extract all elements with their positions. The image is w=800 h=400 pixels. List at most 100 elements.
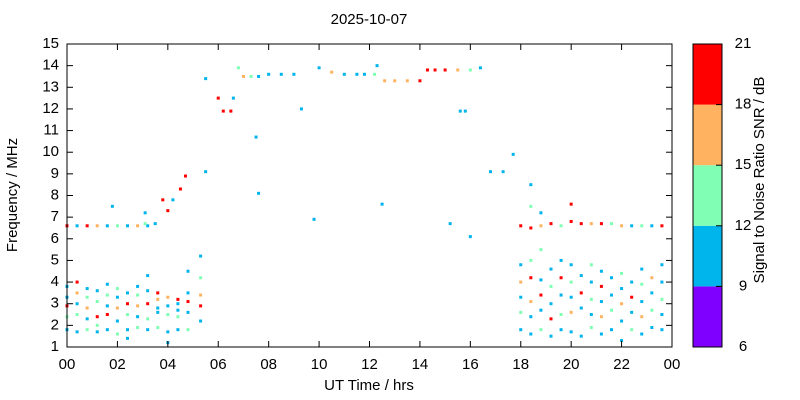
data-point — [569, 330, 573, 334]
data-point — [610, 308, 613, 312]
data-point — [599, 269, 603, 273]
data-point — [383, 79, 387, 83]
x-tick-label: 10 — [311, 356, 328, 373]
data-point — [529, 276, 533, 280]
data-point — [610, 222, 613, 226]
data-point — [610, 328, 613, 332]
data-point — [443, 68, 447, 72]
data-point — [529, 226, 533, 230]
data-point — [599, 284, 603, 288]
data-point — [529, 258, 533, 262]
data-point — [105, 293, 109, 297]
data-point — [549, 222, 553, 226]
data-point — [579, 291, 583, 295]
data-point — [539, 293, 543, 297]
x-tick-label: 18 — [512, 356, 529, 373]
data-point — [279, 72, 283, 76]
data-point — [620, 302, 624, 306]
data-point — [115, 332, 119, 336]
data-point — [156, 306, 160, 310]
data-point — [539, 308, 543, 312]
data-point — [630, 224, 634, 228]
data-point — [569, 219, 573, 223]
data-point — [105, 224, 109, 228]
data-point — [539, 224, 543, 228]
x-axis-label: UT Time / hrs — [324, 377, 414, 394]
data-point — [405, 79, 409, 83]
plot-frame — [66, 43, 673, 348]
data-point — [650, 326, 654, 330]
chart-title: 2025-10-07 — [331, 11, 408, 28]
data-point — [126, 328, 129, 332]
data-point — [136, 224, 140, 228]
data-point — [569, 263, 573, 267]
data-point — [640, 315, 644, 319]
data-point — [539, 211, 543, 215]
data-point — [146, 302, 150, 306]
data-point — [599, 332, 603, 336]
data-point — [186, 269, 190, 273]
data-point — [640, 267, 644, 271]
data-point — [640, 282, 644, 286]
data-point — [299, 107, 303, 111]
data-point — [579, 334, 583, 338]
data-point — [511, 152, 515, 156]
data-point — [176, 328, 180, 332]
x-tick-label: 06 — [210, 356, 227, 373]
data-point — [126, 302, 129, 306]
y-tick-label: 12 — [42, 100, 59, 117]
data-point — [599, 315, 603, 319]
y-tick-label: 5 — [51, 251, 59, 268]
data-point — [166, 330, 170, 334]
data-point — [126, 224, 129, 228]
data-point — [156, 291, 160, 295]
data-point — [599, 222, 603, 226]
data-point — [105, 282, 109, 286]
data-point — [146, 328, 150, 332]
data-point — [146, 317, 150, 321]
data-point — [143, 211, 147, 215]
y-tick-label: 7 — [51, 208, 59, 225]
data-point — [559, 258, 563, 262]
data-point — [589, 297, 593, 301]
data-point — [458, 109, 462, 113]
data-point — [105, 328, 109, 332]
data-point — [95, 300, 99, 304]
colorbar-band — [693, 104, 722, 166]
data-point — [186, 310, 190, 314]
data-point — [539, 248, 543, 252]
data-point — [501, 170, 505, 174]
data-point — [85, 328, 89, 332]
data-point — [85, 317, 89, 321]
data-point — [529, 300, 533, 304]
data-point — [115, 319, 119, 323]
data-point — [115, 295, 119, 299]
y-tick-label: 3 — [51, 295, 59, 312]
data-point — [559, 293, 563, 297]
data-point — [229, 109, 233, 113]
data-point — [199, 293, 203, 297]
y-tick-label: 11 — [43, 122, 59, 139]
data-point — [620, 224, 624, 228]
data-point — [660, 263, 664, 267]
data-point — [241, 74, 245, 78]
data-point — [171, 198, 175, 202]
data-point — [375, 64, 379, 68]
data-point — [126, 313, 129, 317]
y-tick-label: 2 — [51, 316, 59, 333]
data-point — [620, 271, 624, 275]
data-point — [146, 274, 150, 278]
data-point — [620, 287, 624, 291]
data-point — [75, 291, 79, 295]
data-point — [204, 170, 208, 174]
data-point — [579, 222, 583, 226]
data-point — [630, 310, 634, 314]
colorbar-label: Signal to Noise Ratio SNR / dB — [751, 77, 768, 284]
data-point — [105, 313, 109, 317]
data-point — [549, 317, 553, 321]
data-point — [249, 74, 253, 78]
data-point — [143, 222, 147, 226]
data-point — [630, 295, 634, 299]
data-point — [355, 72, 359, 76]
data-point — [156, 297, 160, 301]
